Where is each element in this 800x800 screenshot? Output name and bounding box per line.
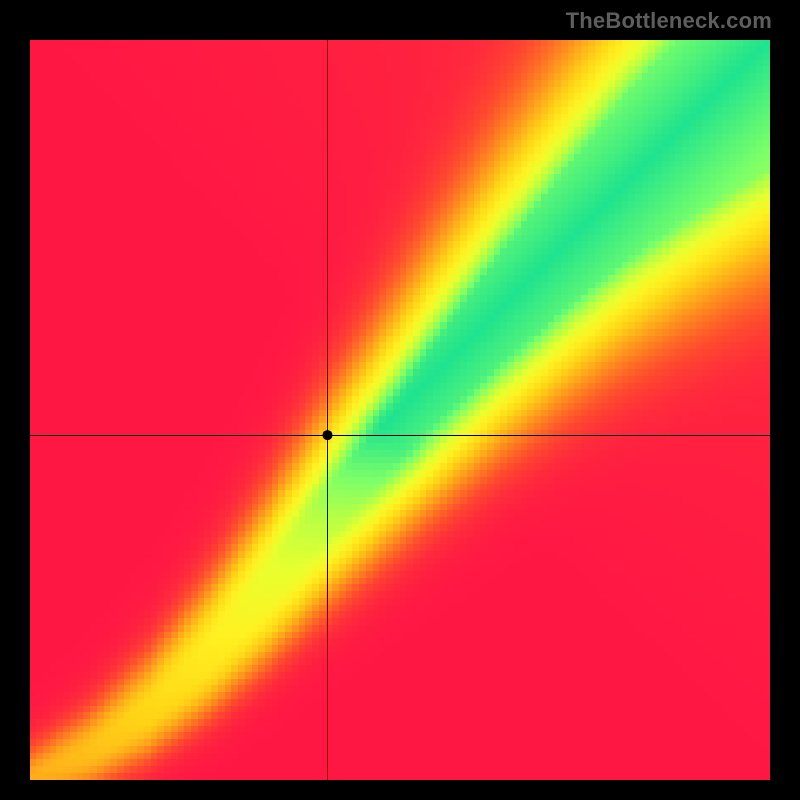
chart-container: TheBottleneck.com xyxy=(0,0,800,800)
watermark-text: TheBottleneck.com xyxy=(566,8,772,34)
bottleneck-heatmap xyxy=(30,40,770,780)
